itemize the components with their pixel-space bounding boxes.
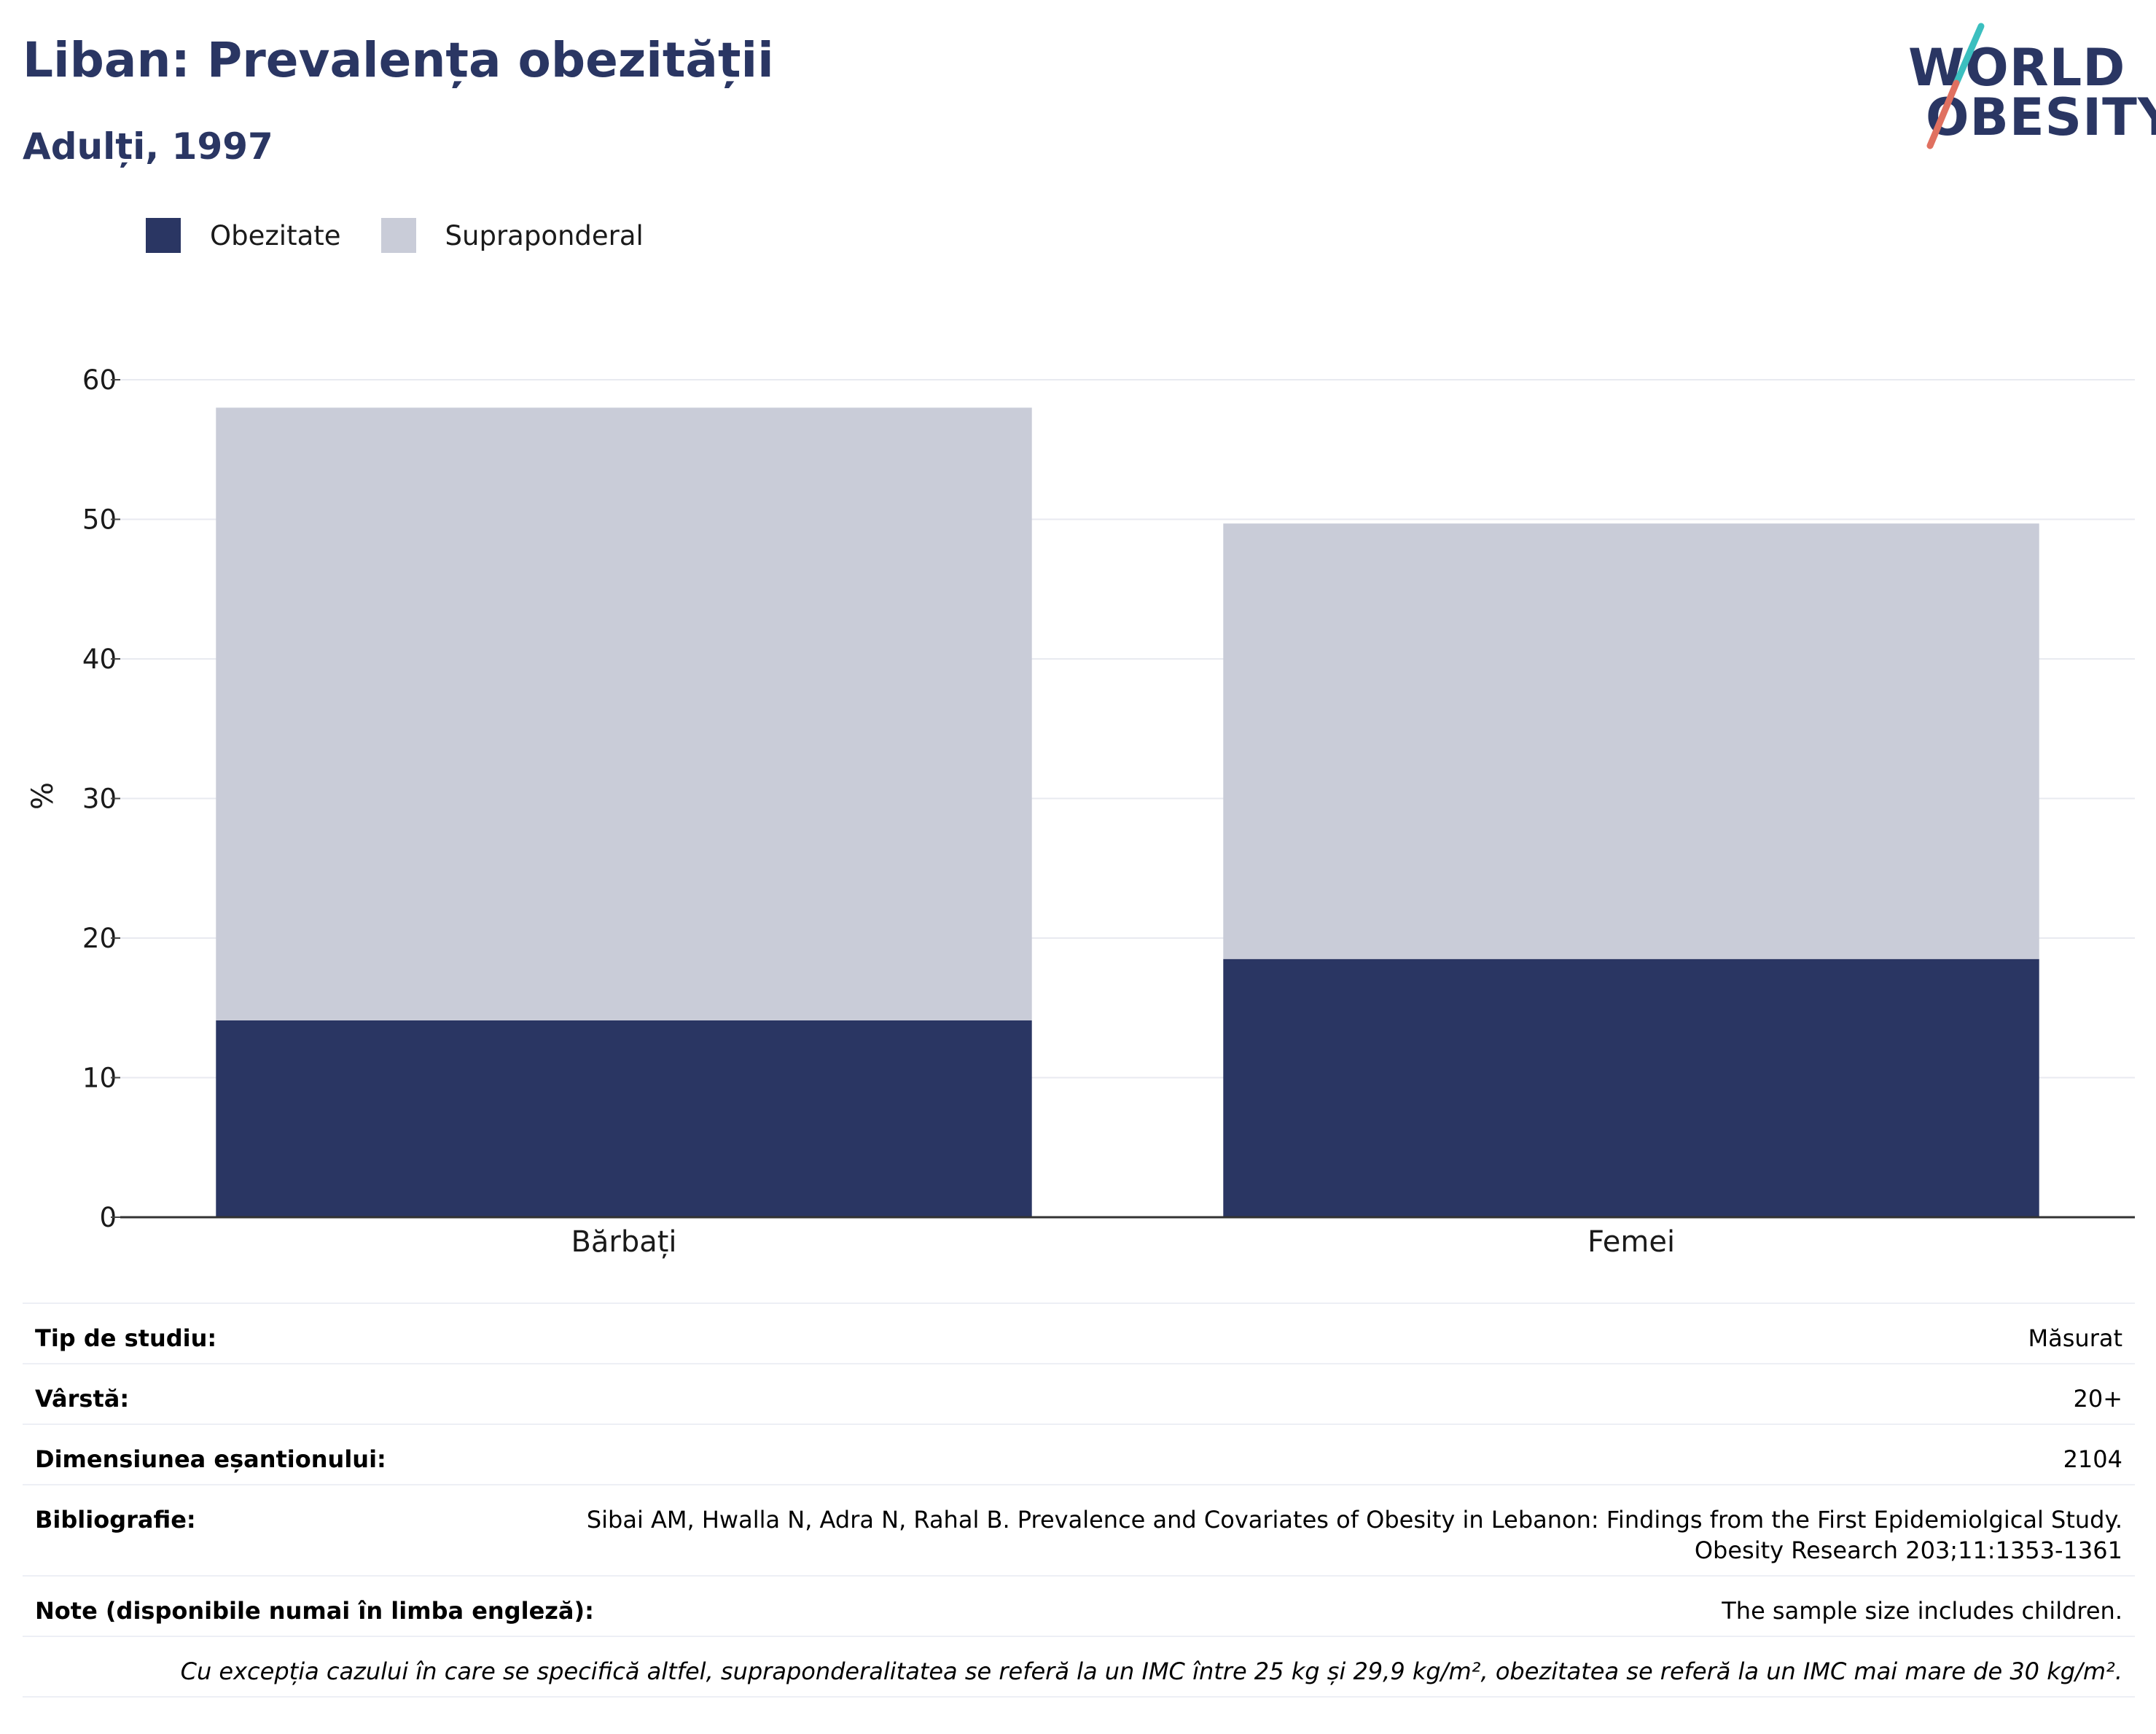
- info-row-footnote: Cu excepția cazului în care se specifică…: [23, 1637, 2135, 1698]
- info-value: 20+: [2073, 1385, 2122, 1413]
- info-label: Tip de studiu:: [35, 1324, 217, 1352]
- info-value: The sample size includes children.: [1722, 1597, 2122, 1625]
- info-row-study-type: Tip de studiu: Măsurat: [23, 1304, 2135, 1364]
- legend-swatch-obezitate: [146, 218, 181, 253]
- bar-supraponderal-1: [1223, 523, 2039, 959]
- footnote-text: Cu excepția cazului în care se specifică…: [180, 1657, 2122, 1685]
- legend-label: Supraponderal: [445, 219, 644, 251]
- logo-text-obesity: OBESITY: [1926, 87, 2156, 147]
- legend-swatch-supraponderal: [380, 218, 416, 253]
- logo-slash-icon: [1926, 23, 1985, 149]
- x-tick-label: Femei: [1587, 1225, 1675, 1259]
- info-row-bibliography: Bibliografie: Sibai AM, Hwalla N, Adra N…: [23, 1485, 2135, 1577]
- info-value: Măsurat: [2028, 1324, 2122, 1352]
- page-subtitle: Adulți, 1997: [23, 125, 273, 168]
- info-label: Bibliografie:: [35, 1506, 196, 1534]
- logo-text-world: WORLD: [1908, 38, 2126, 98]
- info-row-sample-size: Dimensiunea eșantionului: 2104: [23, 1425, 2135, 1485]
- y-axis-label: %: [26, 782, 60, 810]
- info-label: Dimensiunea eșantionului:: [35, 1445, 386, 1473]
- world-obesity-logo: WORLD OBESITY: [1895, 20, 2156, 152]
- info-row-notes: Note (disponibile numai în limba engleză…: [23, 1577, 2135, 1637]
- bibliography-line-1: Sibai AM, Hwalla N, Adra N, Rahal B. Pre…: [586, 1506, 2122, 1534]
- bar-supraponderal-0: [216, 407, 1032, 1020]
- legend-label: Obezitate: [210, 219, 341, 251]
- bar-obezitate-1: [1223, 958, 2039, 1217]
- legend-item-obezitate: Obezitate: [146, 218, 341, 253]
- chart-legend: Obezitate Supraponderal: [146, 217, 684, 254]
- bar-obezitate-0: [216, 1020, 1032, 1217]
- info-label: Note (disponibile numai în limba engleză…: [35, 1597, 594, 1625]
- y-tick-label: 0: [99, 1202, 117, 1233]
- page-title: Liban: Prevalența obezității: [23, 32, 774, 88]
- study-info-table: Tip de studiu: Măsurat Vârstă: 20+ Dimen…: [23, 1303, 2135, 1698]
- x-tick-label: Bărbați: [571, 1225, 676, 1259]
- legend-item-supraponderal: Supraponderal: [380, 218, 644, 253]
- bibliography-line-2: Obesity Research 203;11:1353-1361: [1694, 1536, 2122, 1564]
- info-label: Vârstă:: [35, 1385, 130, 1413]
- info-value: Sibai AM, Hwalla N, Adra N, Rahal B. Pre…: [587, 1504, 2122, 1566]
- info-value: 2104: [2063, 1445, 2122, 1473]
- info-row-age: Vârstă: 20+: [23, 1364, 2135, 1425]
